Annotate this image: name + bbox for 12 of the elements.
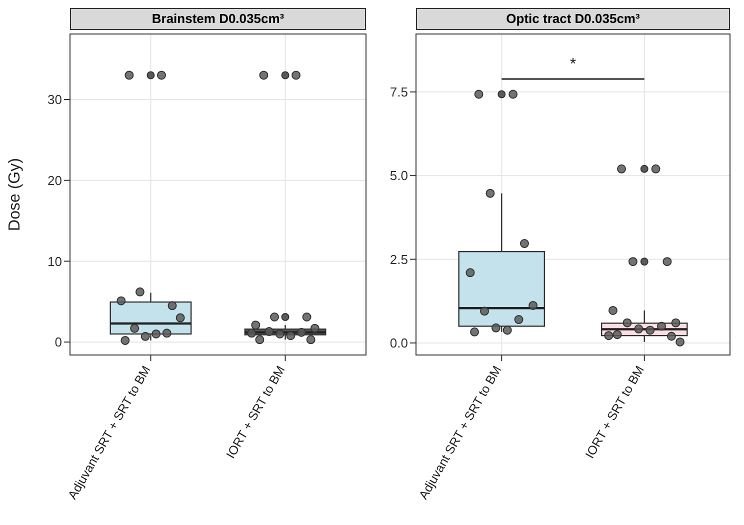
- chart-title: Optic tract D0.035cm³: [416, 8, 730, 30]
- chart-title: Brainstem D0.035cm³: [70, 8, 366, 30]
- y-tick-label: 5.0: [390, 168, 408, 184]
- y-tick-label: 0: [54, 334, 62, 350]
- y-tick-label: 7.5: [390, 84, 408, 100]
- annotation: *: [570, 56, 576, 73]
- y-tick-label: 30: [48, 92, 62, 108]
- y-axis-title: Dose (Gy): [6, 158, 24, 231]
- y-tick-label: 20: [48, 172, 62, 188]
- y-tick-label: 10: [48, 254, 62, 269]
- y-tick-label: 0.0: [390, 336, 408, 351]
- y-tick-label: 2.5: [390, 252, 408, 267]
